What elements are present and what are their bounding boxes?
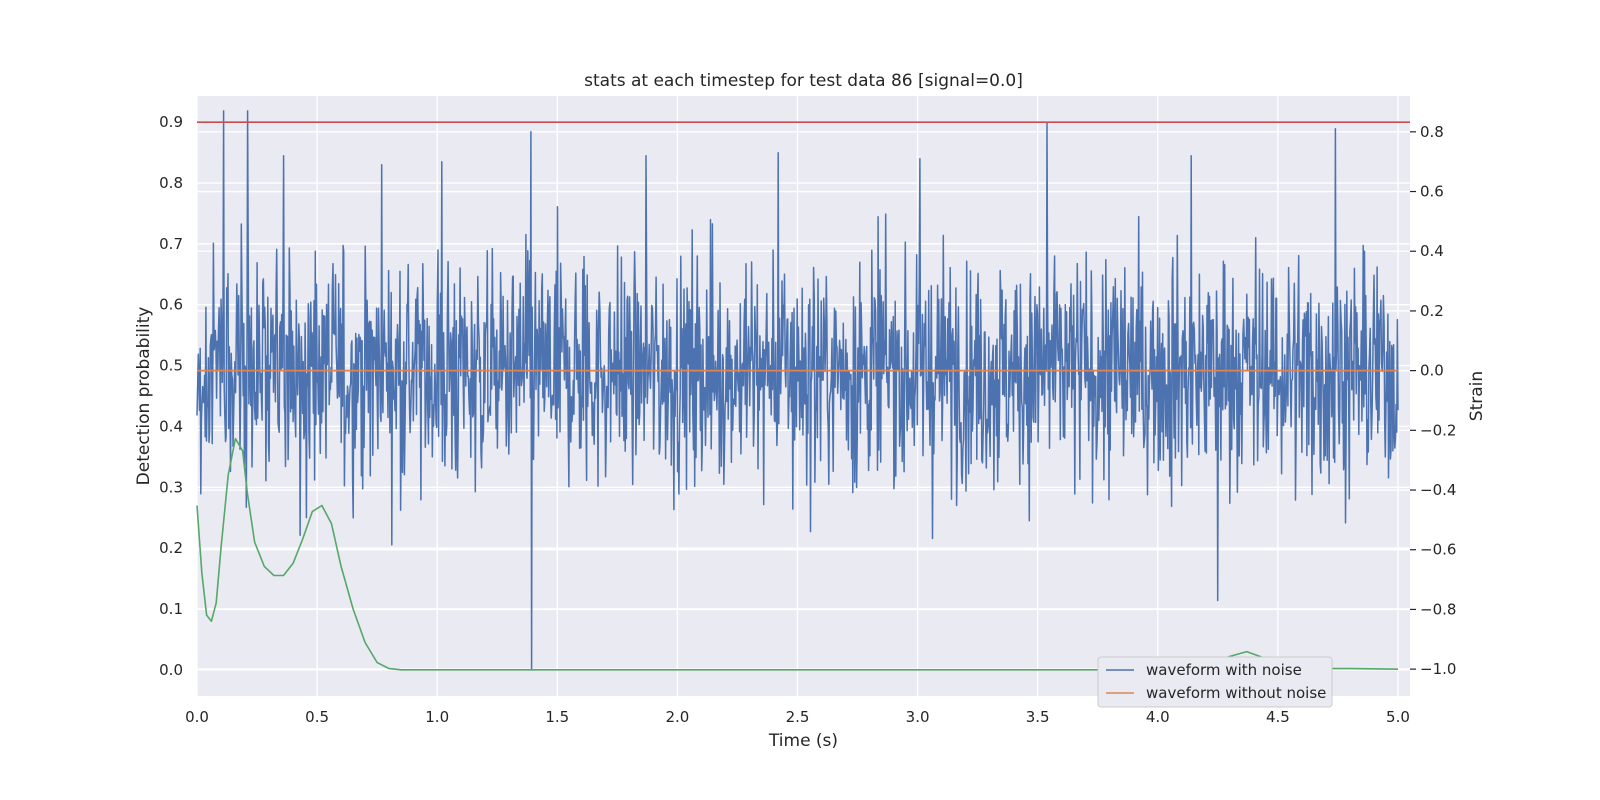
y2-tick-label: −0.4: [1420, 481, 1456, 499]
x-tick-label: 4.0: [1146, 708, 1170, 726]
y-tick-label: 0.4: [159, 417, 183, 435]
y2-tick-label: 0.6: [1420, 183, 1444, 201]
y-tick-label: 0.0: [159, 661, 183, 679]
y2-tick-label: −0.8: [1420, 600, 1456, 618]
x-tick-label: 2.5: [786, 708, 810, 726]
series-waveform-with-noise: [196, 110, 1399, 670]
x-tick-label: 2.0: [665, 708, 689, 726]
x-tick-label: 1.0: [425, 708, 449, 726]
chart-title: stats at each timestep for test data 86 …: [584, 71, 1023, 91]
y-tick-label: 0.6: [159, 296, 183, 314]
y-axis-label: Detection probability: [134, 307, 154, 486]
legend-label-clean: waveform without noise: [1146, 684, 1326, 702]
x-tick-label: 0.0: [185, 708, 209, 726]
y2-axis-label: Strain: [1467, 371, 1487, 421]
y2-tick-label: 0.8: [1420, 123, 1444, 141]
x-tick-label: 5.0: [1386, 708, 1410, 726]
x-axis-label: Time (s): [768, 731, 838, 751]
series-layer: [196, 110, 1410, 671]
y2-tick-label: 0.2: [1420, 302, 1444, 320]
x-tick-label: 1.5: [545, 708, 569, 726]
y2-tick-label: −0.2: [1420, 421, 1456, 439]
y-tick-label: 0.9: [159, 113, 183, 131]
y-tick-label: 0.2: [159, 539, 183, 557]
y-tick-label: 0.3: [159, 478, 183, 496]
legend: waveform with noise waveform without noi…: [1097, 656, 1333, 708]
y-tick-label: 0.7: [159, 235, 183, 253]
x-tick-label: 0.5: [305, 708, 329, 726]
x-ticks: 0.0 0.5 1.0 1.5 2.0 2.5 3.0 3.5 4.0 4.5 5.0: [185, 708, 1410, 726]
y-tick-label: 0.5: [159, 357, 183, 375]
x-tick-label: 3.0: [906, 708, 930, 726]
legend-box: [1097, 656, 1333, 708]
y2-tick-label: 0.4: [1420, 242, 1444, 260]
y2-tick-label: −1.0: [1420, 660, 1456, 678]
y2-tick-label: −0.6: [1420, 541, 1456, 559]
x-tick-label: 4.5: [1266, 708, 1290, 726]
legend-label-noise: waveform with noise: [1146, 661, 1302, 679]
y-tick-label: 0.8: [159, 174, 183, 192]
y-ticks: 0.0 0.1 0.2 0.3 0.4 0.5 0.6 0.7 0.8 0.9: [159, 113, 183, 679]
y-tick-label: 0.1: [159, 600, 183, 618]
y2-ticks: −1.0 −0.8 −0.6 −0.4 −0.2 0.0 0.2 0.4 0.6 0.8: [1410, 123, 1456, 678]
x-tick-label: 3.5: [1026, 708, 1050, 726]
series-detection-probability: [196, 437, 1399, 671]
y2-tick-label: 0.0: [1420, 362, 1444, 380]
